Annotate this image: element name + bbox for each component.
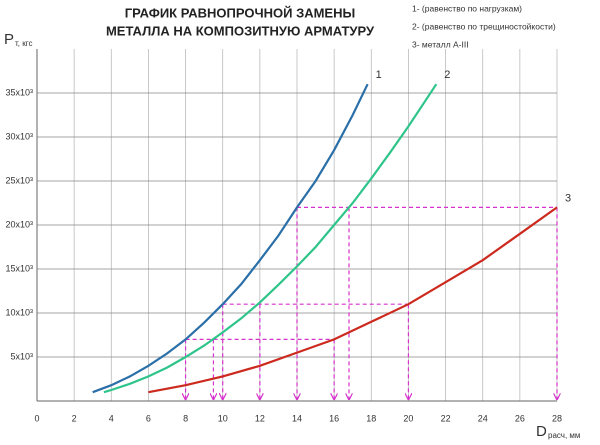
curve xyxy=(92,83,369,394)
y-tick-label: 35x10³ xyxy=(5,87,33,97)
y-tick-label: 15x10³ xyxy=(5,263,33,273)
y-tick-label: 25x10³ xyxy=(5,175,33,185)
x-tick-label: 8 xyxy=(183,413,188,423)
x-tick-label: 14 xyxy=(292,413,302,423)
curve xyxy=(103,83,438,394)
curve-label: 2 xyxy=(444,69,450,81)
y-tick-label: 5x10³ xyxy=(10,351,33,361)
x-tick-label: 4 xyxy=(109,413,114,423)
x-axis-label-sub: расч, мм xyxy=(548,431,580,440)
x-tick-label: 28 xyxy=(552,413,562,423)
x-tick-label: 12 xyxy=(255,413,265,423)
curve-label: 1 xyxy=(376,69,382,81)
x-tick-label: 24 xyxy=(478,413,488,423)
curve-label: 3 xyxy=(565,192,571,204)
x-tick-label: 2 xyxy=(72,413,77,423)
x-axis-label: D xyxy=(536,423,547,440)
x-tick-label: 20 xyxy=(403,413,413,423)
legend-entry: 1- (равенство по нагрузкам) xyxy=(412,3,522,13)
y-tick-label: 30x10³ xyxy=(5,131,33,141)
chart-title: МЕТАЛЛА НА КОМПОЗИТНУЮ АРМАТУРУ xyxy=(106,23,375,38)
legend-entry: 3- металл А-III xyxy=(412,39,469,49)
y-tick-label: 20x10³ xyxy=(5,219,33,229)
y-tick-label: 10x10³ xyxy=(5,307,33,317)
x-tick-label: 10 xyxy=(218,413,228,423)
y-axis-label-sub: т, кгс xyxy=(15,39,32,48)
x-tick-label: 0 xyxy=(34,413,39,423)
curve xyxy=(148,206,558,394)
x-tick-label: 6 xyxy=(146,413,151,423)
x-tick-label: 22 xyxy=(441,413,451,423)
x-tick-label: 26 xyxy=(515,413,525,423)
chart-title: ГРАФИК РАВНОПРОЧНОЙ ЗАМЕНЫ xyxy=(125,5,355,20)
x-tick-label: 16 xyxy=(329,413,339,423)
y-axis-label: P xyxy=(4,31,14,48)
legend-entry: 2- (равенство по трещиностойкости) xyxy=(412,21,556,31)
x-tick-label: 18 xyxy=(366,413,376,423)
